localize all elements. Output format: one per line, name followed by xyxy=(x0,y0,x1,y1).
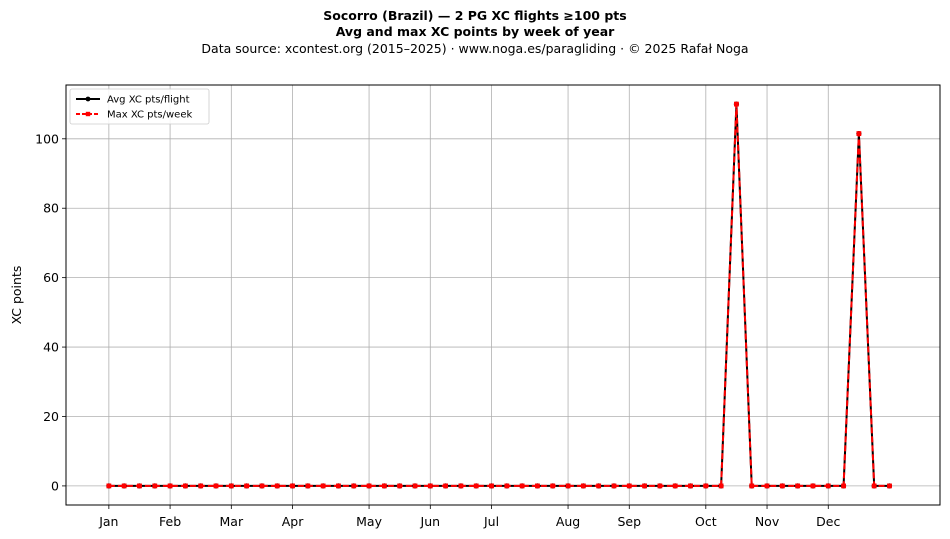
chart-title: Socorro (Brazil) — 2 PG XC flights ≥100 … xyxy=(323,8,627,23)
x-tick-label: Dec xyxy=(816,514,840,529)
axis-ticks: 0 20 40 60 80 100 Jan Feb Mar Apr May Jun Jul Aug Sep O… xyxy=(35,131,840,529)
data-point xyxy=(734,101,739,107)
data-point xyxy=(366,483,372,489)
y-tick-label: 40 xyxy=(43,340,59,355)
data-point xyxy=(703,483,709,489)
data-point xyxy=(657,483,663,489)
data-point xyxy=(152,483,158,489)
data-point xyxy=(381,483,387,489)
x-tick-label: Feb xyxy=(159,514,181,529)
data-point xyxy=(137,483,142,489)
x-tick-label: Sep xyxy=(617,514,641,529)
legend-swatch-marker xyxy=(85,111,91,117)
legend-swatch-marker xyxy=(85,96,91,102)
data-point xyxy=(213,483,219,489)
x-tick-label: Apr xyxy=(282,514,304,529)
y-axis-label: XC points xyxy=(9,266,24,325)
y-tick-label: 80 xyxy=(43,201,59,216)
chart-subtitle: Avg and max XC points by week of year xyxy=(335,24,615,39)
data-point xyxy=(825,483,831,489)
data-point xyxy=(167,483,173,489)
y-tick-label: 100 xyxy=(35,131,59,146)
x-tick-label: Jun xyxy=(420,514,441,529)
data-source-note: Data source: xcontest.org (2015–2025) · … xyxy=(201,41,749,56)
data-point xyxy=(458,483,464,489)
data-point xyxy=(749,483,755,489)
data-point xyxy=(106,483,112,489)
data-point xyxy=(596,483,602,489)
data-point xyxy=(274,483,280,489)
data-point xyxy=(626,483,632,489)
x-tick-label: Jul xyxy=(483,514,499,529)
data-point xyxy=(871,483,877,489)
data-point xyxy=(351,483,357,489)
data-point xyxy=(320,483,326,489)
data-point xyxy=(764,483,770,489)
data-point xyxy=(290,483,295,489)
data-point xyxy=(535,483,540,489)
data-point xyxy=(550,483,556,489)
data-point xyxy=(504,483,510,489)
data-point xyxy=(841,483,846,489)
data-point xyxy=(473,483,479,489)
data-point xyxy=(305,483,311,489)
data-point xyxy=(856,131,862,136)
legend: Avg XC pts/flight Max XC pts/week xyxy=(69,88,210,125)
data-point xyxy=(412,483,418,489)
data-point xyxy=(259,483,265,489)
data-point xyxy=(887,483,892,489)
y-tick-label: 0 xyxy=(51,478,59,493)
y-tick-label: 20 xyxy=(43,409,59,424)
data-point xyxy=(810,483,816,489)
data-point xyxy=(182,483,188,489)
plot-frame xyxy=(65,84,941,506)
legend-label: Avg XC pts/flight xyxy=(107,95,190,106)
data-point xyxy=(336,483,341,489)
data-point xyxy=(611,483,617,489)
data-point xyxy=(688,483,693,489)
series-group xyxy=(106,101,893,489)
data-point xyxy=(121,483,127,489)
series-line-2 xyxy=(108,103,890,487)
data-point xyxy=(565,483,571,489)
chart-titles: Socorro (Brazil) — 2 PG XC flights ≥100 … xyxy=(0,8,950,57)
data-point xyxy=(718,483,724,489)
y-tick-label: 60 xyxy=(43,270,59,285)
x-tick-label: Aug xyxy=(556,514,580,529)
data-point xyxy=(244,483,250,489)
data-point xyxy=(427,483,433,489)
data-point xyxy=(443,483,449,489)
data-point xyxy=(672,483,678,489)
x-tick-label: Jan xyxy=(98,514,118,529)
data-point xyxy=(779,483,785,489)
data-point xyxy=(795,483,801,489)
data-point xyxy=(519,483,525,489)
legend-box xyxy=(69,88,210,125)
x-tick-label: Mar xyxy=(220,514,244,529)
x-tick-label: Oct xyxy=(695,514,717,529)
x-tick-label: May xyxy=(356,514,382,529)
data-point xyxy=(642,483,647,489)
data-point xyxy=(580,483,586,489)
data-point xyxy=(228,483,234,489)
x-tick-label: Nov xyxy=(755,514,780,529)
legend-label: Max XC pts/week xyxy=(107,110,192,121)
grid xyxy=(66,85,940,505)
series-line-1 xyxy=(108,103,890,487)
data-point xyxy=(489,483,494,489)
data-point xyxy=(397,483,403,489)
data-point xyxy=(198,483,204,489)
